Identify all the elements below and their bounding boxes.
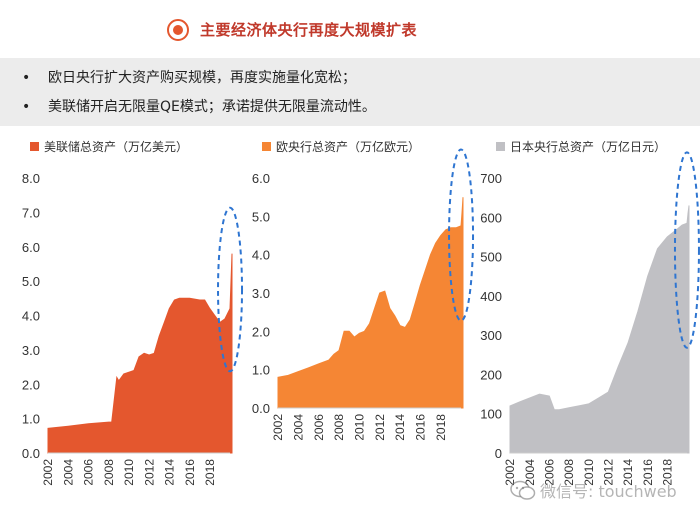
fed-chart-title-text: 美联储总资产（万亿美元）: [44, 140, 189, 154]
ecb-x-tick-label: 2002: [271, 414, 285, 441]
ecb-chart-title-text: 欧央行总资产（万亿欧元）: [276, 140, 421, 154]
bullet-dot: •: [22, 70, 31, 86]
fed-x-tick-label: 2012: [142, 459, 156, 486]
boj-y-tick-label: 700: [480, 171, 502, 186]
boj-y-tick-label: 400: [480, 289, 502, 304]
fed-y-tick-label: 2.0: [22, 377, 40, 392]
fed-y-tick-label: 0.0: [22, 446, 40, 461]
watermark: 微信号: touchweb: [510, 478, 677, 502]
ecb-legend-swatch: [262, 142, 271, 151]
fed-highlight-ellipse: [217, 206, 244, 373]
fed-legend-swatch: [30, 142, 39, 151]
bullet-text: 美联储开启无限量QE模式；承诺提供无限量流动性。: [48, 99, 376, 115]
bullet-text: 欧日央行扩大资产购买规模，再度实施量化宽松；: [48, 70, 356, 86]
fed-y-tick-label: 5.0: [22, 274, 40, 289]
ecb-x-tick-label: 2006: [312, 414, 326, 441]
wechat-icon: [510, 480, 536, 500]
boj-y-tick-label: 0: [495, 446, 502, 461]
ecb-y-tick-label: 4.0: [252, 248, 270, 263]
ecb-x-tick-label: 2010: [353, 414, 367, 441]
boj-x-tick-label: 2010: [582, 459, 596, 486]
boj-y-tick-label: 100: [480, 407, 502, 422]
boj-y-tick-label: 500: [480, 250, 502, 265]
fed-x-tick-label: 2014: [163, 459, 177, 486]
fed-x-tick-label: 2006: [82, 459, 96, 486]
fed-x-tick-label: 2010: [122, 459, 136, 486]
boj-x-tick-label: 2004: [523, 459, 537, 486]
boj-y-tick-label: 600: [480, 210, 502, 225]
fed-x-tick-label: 2002: [41, 459, 55, 486]
fed-x-tick-label: 2016: [183, 459, 197, 486]
boj-y-tick-label: 300: [480, 328, 502, 343]
ecb-y-tick-label: 6.0: [252, 171, 270, 186]
boj-x-tick-label: 2018: [661, 459, 675, 486]
fed-y-tick-label: 4.0: [22, 309, 40, 324]
fed-x-tick-label: 2004: [61, 459, 75, 486]
boj-x-tick-label: 2016: [641, 459, 655, 486]
fed-y-tick-label: 7.0: [22, 205, 40, 220]
page-title: 主要经济体央行再度大规模扩表: [200, 21, 418, 39]
boj-x-tick-label: 2002: [503, 459, 517, 486]
boj-x-tick-label: 2014: [621, 459, 635, 486]
ecb-x-tick-label: 2012: [373, 414, 387, 441]
fed-chart-title: 美联储总资产（万亿美元）: [30, 138, 188, 155]
ecb-area-series: [277, 197, 464, 409]
ecb-x-tick-label: 2018: [434, 414, 448, 441]
bullet-list: • 欧日央行扩大资产购买规模，再度实施量化宽松； • 美联储开启无限量QE模式；承诺…: [0, 58, 700, 126]
fed-y-tick-label: 6.0: [22, 240, 40, 255]
ecb-x-tick-label: 2016: [414, 414, 428, 441]
ecb-x-tick-label: 2014: [393, 414, 407, 441]
fed-area-series: [47, 253, 233, 454]
watermark-text: 微信号: touchweb: [540, 482, 677, 501]
boj-balance-sheet-chart: 0 100 200 300 400 500 600 700 2002 2004 2006 2008 20…: [480, 151, 700, 486]
fed-y-tick-label: 3.0: [22, 343, 40, 358]
ecb-y-tick-label: 5.0: [252, 209, 270, 224]
target-icon: [167, 19, 189, 41]
bullet-item: • 美联储开启无限量QE模式；承诺提供无限量流动性。: [22, 96, 376, 116]
fed-y-tick-label: 1.0: [22, 412, 40, 427]
boj-highlight-ellipse: [673, 151, 700, 349]
boj-x-tick-label: 2008: [562, 459, 576, 486]
boj-chart-title-text: 日本央行总资产（万亿日元）: [510, 140, 667, 154]
boj-legend-swatch: [496, 142, 505, 151]
ecb-chart-title: 欧央行总资产（万亿欧元）: [262, 138, 420, 155]
boj-chart-title: 日本央行总资产（万亿日元）: [496, 138, 666, 155]
ecb-x-tick-label: 2008: [332, 414, 346, 441]
bullet-dot: •: [22, 99, 31, 115]
bullet-item: • 欧日央行扩大资产购买规模，再度实施量化宽松；: [22, 67, 356, 87]
ecb-y-tick-label: 2.0: [252, 324, 270, 339]
ecb-x-tick-label: 2004: [292, 414, 306, 441]
fed-x-tick-label: 2008: [102, 459, 116, 486]
boj-x-tick-label: 2012: [602, 459, 616, 486]
ecb-balance-sheet-chart: 0.0 1.0 2.0 3.0 4.0 5.0 6.0 2002 2004 2006 2008 201…: [252, 148, 475, 441]
ecb-y-tick-label: 0.0: [252, 401, 270, 416]
ecb-y-tick-label: 1.0: [252, 363, 270, 378]
page-title-row: 主要经济体央行再度大规模扩表: [0, 16, 700, 44]
boj-area-series: [509, 205, 690, 454]
fed-balance-sheet-chart: 0.0 1.0 2.0 3.0 4.0 5.0 6.0 7.0 8.0 2002 2004 2006 2…: [22, 171, 244, 486]
ecb-highlight-ellipse: [448, 148, 475, 322]
boj-y-tick-label: 200: [480, 367, 502, 382]
fed-y-tick-label: 8.0: [22, 171, 40, 186]
ecb-y-tick-label: 3.0: [252, 286, 270, 301]
boj-x-tick-label: 2006: [543, 459, 557, 486]
fed-x-tick-label: 2018: [203, 459, 217, 486]
